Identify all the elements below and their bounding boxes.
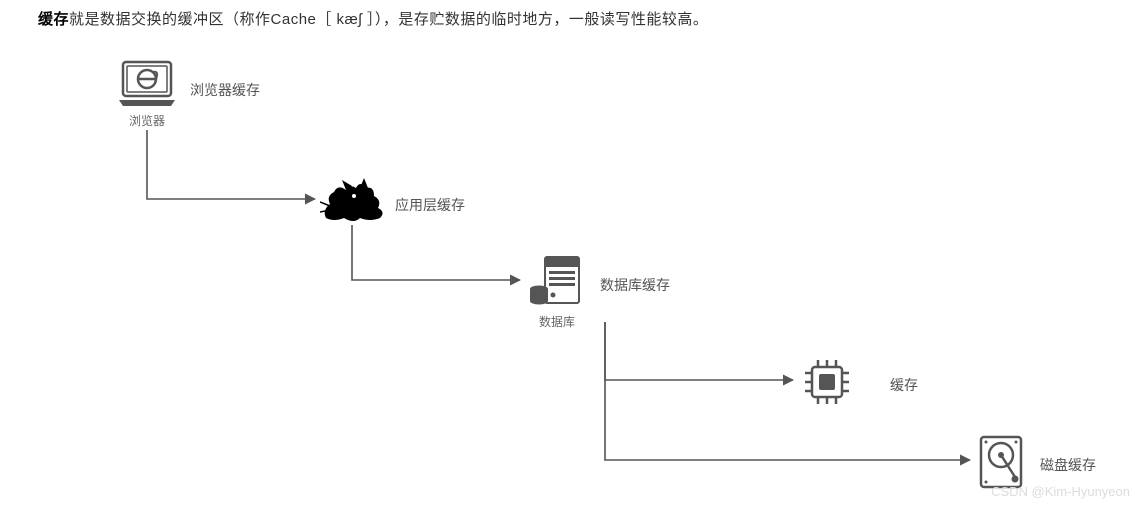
intro-rest: 就是数据交换的缓冲区（称作Cache［ kæʃ ］），是存贮数据的临时地方，一般… <box>69 11 708 28</box>
browser-label-below: 浏览器 <box>115 112 179 129</box>
cpu-icon <box>800 355 854 409</box>
tomcat-icon <box>320 178 388 224</box>
server-icon <box>527 255 587 309</box>
intro-text: 缓存就是数据交换的缓冲区（称作Cache［ kæʃ ］），是存贮数据的临时地方，… <box>38 8 708 29</box>
db-cache-label: 数据库缓存 <box>600 275 670 295</box>
node-cpu <box>800 355 854 409</box>
cpu-cache-label: 缓存 <box>890 375 918 395</box>
intro-bold: 缓存 <box>38 11 69 28</box>
laptop-icon <box>115 60 179 108</box>
db-label-below: 数据库 <box>527 313 587 330</box>
node-browser: 浏览器 <box>115 60 179 129</box>
node-disk <box>977 435 1025 489</box>
browser-cache-label: 浏览器缓存 <box>190 80 260 100</box>
node-db: 数据库 <box>527 255 587 330</box>
app-cache-label: 应用层缓存 <box>395 195 465 215</box>
hdd-icon <box>977 435 1025 489</box>
node-app <box>320 178 388 224</box>
disk-cache-label: 磁盘缓存 <box>1040 455 1096 475</box>
